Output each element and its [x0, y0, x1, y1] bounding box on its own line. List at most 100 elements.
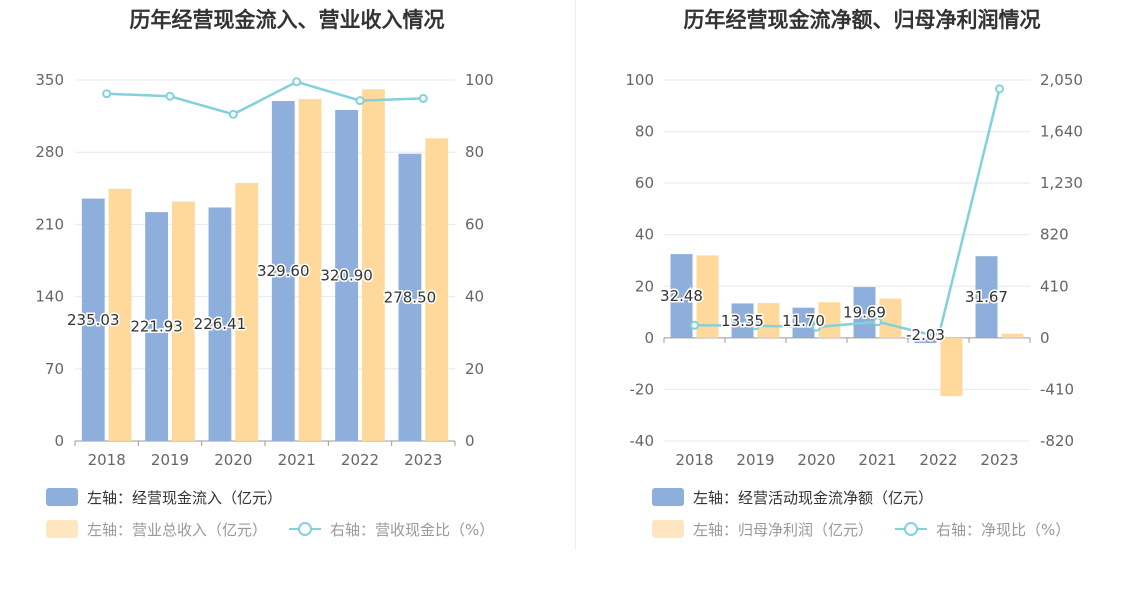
y-tick-label-left: 20 — [635, 277, 654, 295]
bar-series-1 — [208, 207, 232, 441]
legend-item-net-cash-ratio[interactable]: 右轴：净现比（%） — [895, 519, 1070, 540]
legend-item-net-profit[interactable]: 左轴：归母净利润（亿元） — [652, 519, 873, 540]
y-tick-label-right: 0 — [465, 432, 475, 450]
y-tick-label-left: 140 — [35, 288, 64, 306]
x-tick-label: 2021 — [858, 451, 896, 469]
y-tick-label-right: 820 — [1040, 226, 1069, 244]
bar-data-label: 278.50 — [384, 288, 437, 306]
y-tick-label-right: 1,230 — [1040, 174, 1083, 192]
bar-series-2 — [298, 99, 322, 442]
line-point — [995, 84, 1004, 94]
y-tick-label-right: 40 — [465, 288, 484, 306]
bar-series-2 — [425, 138, 449, 442]
legend-label: 左轴：经营现金流入（亿元） — [87, 488, 283, 507]
bar-series-1 — [81, 198, 105, 441]
bar-data-label: 13.35 — [721, 312, 764, 330]
chart-plot-cashflow-revenue: 0 0 70 20 140 40 210 60 280 80 350 100 2018 2019 2020 2… — [35, 71, 493, 469]
x-tick-label: 2022 — [341, 451, 379, 469]
bar-series-1 — [271, 101, 295, 442]
bar-series-1 — [335, 110, 358, 441]
legend-swatch-bar — [46, 488, 78, 506]
legend-item-total-revenue[interactable]: 左轴：营业总收入（亿元） — [46, 519, 267, 540]
legend-label: 左轴：营业总收入（亿元） — [87, 520, 268, 539]
y-tick-label-right: 60 — [465, 215, 484, 233]
bar-data-label: 32.48 — [660, 287, 703, 305]
bar-data-label: 11.70 — [782, 312, 825, 330]
bar-series-1 — [398, 153, 422, 442]
legend-row-1: 左轴：经营活动现金流净额（亿元） — [652, 487, 955, 507]
bar-data-label: 329.60 — [257, 262, 310, 280]
line-point — [165, 91, 175, 101]
bar-data-label: 226.41 — [194, 315, 247, 333]
x-tick-label: 2023 — [980, 451, 1018, 469]
y-tick-label-left: -20 — [630, 380, 655, 398]
y-tick-label-right: 410 — [1040, 277, 1069, 295]
legend-label: 左轴：经营活动现金流净额（亿元） — [693, 488, 934, 507]
y-tick-label-right: 0 — [1040, 329, 1050, 347]
line-point — [102, 89, 112, 99]
chart-plot-netcash-profit: -40 -820 -20 -410 0 0 20 410 40 820 60 1,230 80 1,640… — [625, 71, 1083, 469]
legend-row-1: 左轴：经营现金流入（亿元） — [46, 487, 304, 507]
legend-label: 左轴：归母净利润（亿元） — [693, 520, 874, 539]
legend-swatch-bar — [652, 520, 684, 538]
x-tick-label: 2018 — [675, 451, 713, 469]
line-series — [106, 80, 424, 116]
bar-series-2 — [1001, 333, 1024, 338]
line-point — [690, 320, 699, 330]
x-tick-label: 2020 — [214, 451, 252, 469]
bar-series-2 — [818, 302, 841, 338]
bar-series-2 — [172, 201, 195, 441]
line-point — [812, 322, 821, 332]
bar-data-label: 320.90 — [320, 267, 373, 285]
legend-swatch-bar — [46, 520, 78, 538]
y-tick-label-left: 100 — [625, 71, 654, 89]
legend-item-cash-revenue-ratio[interactable]: 右轴：营收现金比（%） — [289, 519, 494, 540]
bar-series-2 — [108, 188, 132, 441]
x-tick-label: 2023 — [404, 451, 442, 469]
legend-swatch-line — [895, 520, 928, 538]
y-tick-label-right: 2,050 — [1040, 71, 1083, 89]
line-series — [694, 88, 1001, 339]
y-tick-label-left: 70 — [45, 360, 64, 378]
bar-data-label: 221.93 — [130, 318, 183, 336]
x-tick-label: 2020 — [797, 451, 835, 469]
y-tick-label-left: 80 — [635, 123, 654, 141]
y-tick-label-left: 0 — [644, 329, 654, 347]
bar-data-label: 235.03 — [67, 311, 120, 329]
y-tick-label-left: 40 — [635, 226, 654, 244]
chart-panel-cashflow-revenue: 历年经营现金流入、营业收入情况 0 0 70 20 140 40 210 60 280 80 350… — [35, 8, 494, 540]
bar-series-1 — [670, 254, 693, 338]
line-point — [873, 317, 882, 327]
bar-series-2 — [235, 182, 259, 441]
legend-item-cash-inflow[interactable]: 左轴：经营现金流入（亿元） — [46, 487, 282, 508]
bar-series-2 — [879, 298, 902, 338]
y-tick-label-left: 60 — [635, 174, 654, 192]
legend-swatch-line — [289, 520, 322, 538]
y-tick-label-left: 210 — [35, 215, 64, 233]
legend-row-2: 左轴：归母净利润（亿元） 右轴：净现比（%） — [652, 519, 1092, 539]
bar-series-1 — [975, 256, 998, 338]
x-tick-label: 2019 — [151, 451, 189, 469]
y-tick-label-left: 350 — [35, 71, 64, 89]
bar-series-2 — [940, 337, 963, 397]
bar-series-1 — [792, 307, 815, 338]
y-tick-label-left: 280 — [35, 143, 64, 161]
bar-series-2 — [757, 303, 780, 338]
line-point — [751, 321, 760, 331]
legend-swatch-bar — [652, 488, 684, 506]
line-point — [292, 77, 302, 87]
legend-label: 右轴：营收现金比（%） — [330, 520, 495, 539]
chart-title: 历年经营现金流入、营业收入情况 — [129, 8, 445, 32]
y-tick-label-right: -410 — [1040, 380, 1074, 398]
chart-title: 历年经营现金流净额、归母净利润情况 — [683, 8, 1041, 32]
y-tick-label-right: -820 — [1040, 432, 1074, 450]
bar-data-label: -2.03 — [906, 326, 945, 344]
y-tick-label-right: 80 — [465, 143, 484, 161]
legend-item-net-operating-cash[interactable]: 左轴：经营活动现金流净额（亿元） — [652, 487, 933, 508]
x-tick-label: 2021 — [278, 451, 316, 469]
x-tick-label: 2022 — [919, 451, 957, 469]
bar-series-1 — [853, 287, 876, 338]
x-tick-label: 2018 — [88, 451, 126, 469]
y-tick-label-right: 20 — [465, 360, 484, 378]
x-tick-label: 2019 — [736, 451, 774, 469]
